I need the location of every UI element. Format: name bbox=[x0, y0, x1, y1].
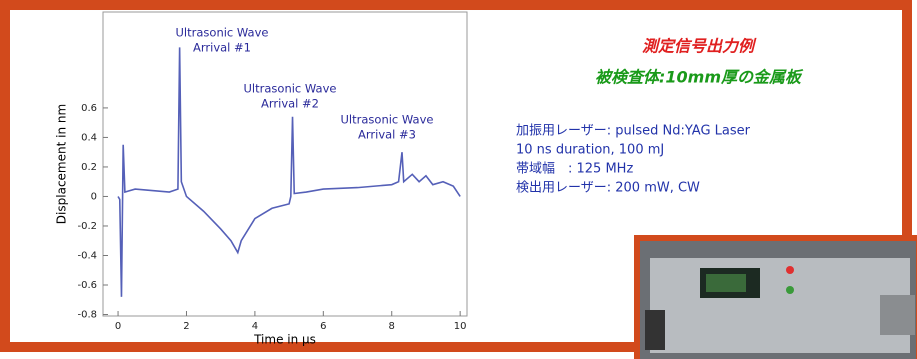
annotation: Ultrasonic Wave bbox=[244, 82, 337, 96]
x-axis-label: Time in μs bbox=[253, 333, 316, 347]
y-axis-label: Displacement in nm bbox=[55, 104, 69, 224]
spec-line: 10 ns duration, 100 mJ bbox=[516, 143, 664, 158]
x-tick-label: 2 bbox=[183, 321, 189, 332]
annotation: Arrival #3 bbox=[358, 128, 416, 142]
x-tick-label: 0 bbox=[115, 321, 121, 332]
y-tick-label: -0.2 bbox=[77, 221, 97, 232]
x-tick-label: 10 bbox=[454, 321, 467, 332]
annotation: Arrival #1 bbox=[193, 41, 251, 55]
y-tick-label: -0.4 bbox=[77, 250, 97, 261]
y-tick-label: 0.6 bbox=[81, 103, 97, 114]
annotation: Arrival #2 bbox=[261, 97, 319, 111]
spec-line: 帯域幅 : 125 MHz bbox=[516, 162, 633, 177]
spec-line: 加振用レーザー: pulsed Nd:YAG Laser bbox=[516, 124, 751, 139]
title: 測定信号出力例 bbox=[642, 37, 757, 56]
x-tick-label: 8 bbox=[389, 321, 395, 332]
slide: 測定信号出力例 被検査体:10mm厚の金属板 0 2 4 6 8 10 -0.8 -0.6 -0… bbox=[0, 0, 917, 359]
y-tick-label: 0.2 bbox=[81, 162, 97, 173]
x-tick-label: 4 bbox=[252, 321, 258, 332]
annotation: Ultrasonic Wave bbox=[176, 26, 269, 40]
y-tick-label: -0.8 bbox=[77, 310, 97, 321]
y-tick-label: 0.4 bbox=[81, 132, 97, 143]
subtitle: 被検査体:10mm厚の金属板 bbox=[595, 68, 804, 87]
y-tick-label: 0 bbox=[91, 191, 97, 202]
photo bbox=[637, 238, 917, 359]
annotation: Ultrasonic Wave bbox=[341, 113, 434, 127]
y-tick-label: -0.6 bbox=[77, 280, 97, 291]
x-tick-label: 6 bbox=[320, 321, 326, 332]
spec-line: 検出用レーザー: 200 mW, CW bbox=[516, 181, 700, 196]
